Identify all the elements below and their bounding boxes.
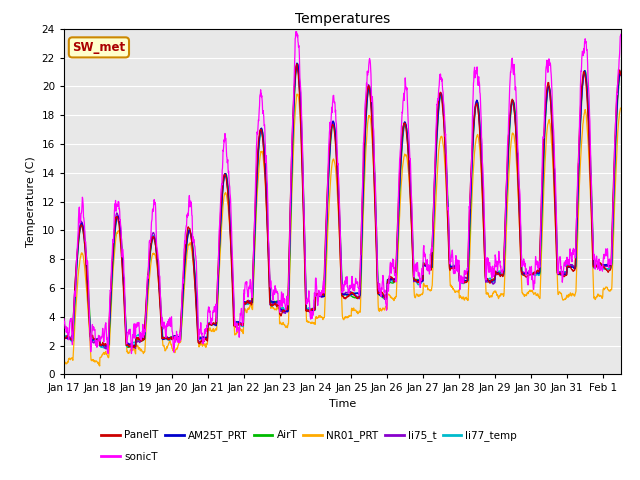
li75_t	[602, 264, 609, 270]
Title: Temperatures: Temperatures	[295, 12, 390, 26]
Line: li75_t: li75_t	[64, 67, 621, 348]
Line: AirT: AirT	[64, 64, 621, 348]
li75_t	[332, 135, 339, 141]
AM25T_PRT	[102, 343, 109, 349]
li77_temp	[601, 266, 609, 272]
li77_temp	[88, 337, 96, 343]
li75_t	[317, 293, 324, 299]
sonicT	[317, 293, 324, 299]
AirT	[601, 263, 609, 269]
li77_temp	[332, 134, 339, 140]
NR01_PRT	[60, 359, 68, 365]
AM25T_PRT	[88, 337, 96, 343]
NR01_PRT	[602, 286, 609, 291]
NR01_PRT	[601, 286, 609, 291]
Line: AM25T_PRT: AM25T_PRT	[64, 63, 621, 346]
AirT	[332, 130, 339, 135]
li77_temp	[293, 60, 301, 66]
NR01_PRT	[88, 357, 96, 362]
sonicT	[88, 322, 96, 327]
PanelT	[617, 72, 625, 78]
Line: li77_temp: li77_temp	[64, 63, 621, 349]
li77_temp	[602, 266, 609, 272]
sonicT	[617, 32, 625, 37]
sonicT	[602, 252, 609, 258]
Line: NR01_PRT: NR01_PRT	[64, 94, 621, 366]
PanelT	[601, 266, 609, 272]
AirT	[88, 335, 96, 341]
sonicT	[499, 267, 507, 273]
li77_temp	[617, 69, 625, 74]
Text: SW_met: SW_met	[72, 41, 125, 54]
AM25T_PRT	[317, 293, 324, 299]
NR01_PRT	[96, 363, 104, 369]
li77_temp	[102, 346, 110, 352]
li75_t	[60, 336, 68, 342]
AM25T_PRT	[601, 262, 609, 268]
NR01_PRT	[317, 314, 324, 320]
NR01_PRT	[332, 163, 339, 168]
AM25T_PRT	[602, 263, 609, 268]
PanelT	[60, 335, 68, 341]
Legend: sonicT: sonicT	[97, 448, 162, 466]
PanelT	[293, 61, 301, 67]
sonicT	[601, 253, 609, 259]
PanelT	[88, 332, 96, 338]
AirT	[294, 61, 301, 67]
AirT	[129, 345, 136, 350]
li77_temp	[317, 291, 324, 297]
li75_t	[499, 272, 507, 277]
PanelT	[317, 292, 324, 298]
PanelT	[131, 345, 138, 350]
PanelT	[332, 139, 339, 144]
PanelT	[499, 273, 507, 279]
AM25T_PRT	[60, 334, 68, 340]
Line: PanelT: PanelT	[64, 64, 621, 348]
X-axis label: Time: Time	[329, 399, 356, 409]
sonicT	[104, 350, 112, 356]
li75_t	[88, 339, 96, 345]
li75_t	[617, 72, 625, 78]
li75_t	[601, 264, 609, 269]
sonicT	[60, 316, 68, 322]
li75_t	[293, 64, 301, 70]
NR01_PRT	[293, 91, 301, 97]
AM25T_PRT	[617, 70, 625, 76]
AirT	[499, 269, 507, 275]
AM25T_PRT	[499, 272, 507, 278]
AirT	[317, 291, 324, 297]
NR01_PRT	[617, 105, 625, 111]
NR01_PRT	[499, 291, 507, 297]
AM25T_PRT	[332, 130, 339, 136]
AirT	[602, 263, 609, 268]
Y-axis label: Temperature (C): Temperature (C)	[26, 156, 36, 247]
li77_temp	[499, 272, 507, 277]
sonicT	[292, 29, 300, 35]
Line: sonicT: sonicT	[64, 32, 621, 353]
sonicT	[332, 109, 339, 115]
AirT	[60, 333, 68, 339]
AirT	[617, 70, 625, 76]
li75_t	[102, 346, 110, 351]
PanelT	[602, 266, 609, 272]
AM25T_PRT	[293, 60, 301, 66]
li77_temp	[60, 334, 68, 339]
